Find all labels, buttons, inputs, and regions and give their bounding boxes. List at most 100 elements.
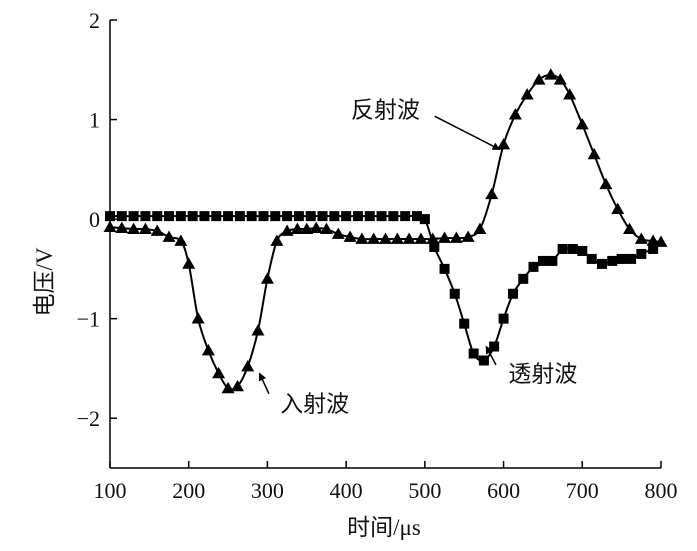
square-marker	[187, 211, 198, 222]
x-tick-label: 600	[487, 478, 520, 503]
square-marker	[199, 211, 210, 222]
triangle-marker	[553, 73, 567, 85]
square-marker	[329, 211, 340, 222]
square-marker	[478, 355, 489, 366]
square-marker	[305, 211, 316, 222]
square-marker	[459, 318, 470, 329]
triangle-marker	[212, 366, 226, 379]
triangle-marker	[508, 108, 522, 120]
triangle-marker	[191, 312, 205, 324]
annotation-arrow	[258, 372, 270, 395]
triangle-marker	[532, 73, 546, 85]
triangle-marker	[367, 232, 381, 244]
x-tick-label: 800	[645, 478, 678, 503]
square-marker	[211, 211, 222, 222]
square-marker	[547, 255, 558, 266]
ticks: 100 200 300 400 500 600 700 800 2 1 0 −1 −2	[77, 8, 678, 503]
square-marker	[364, 211, 375, 222]
square-marker	[577, 245, 588, 256]
square-marker	[626, 253, 637, 264]
axes	[109, 20, 661, 469]
square-marker	[140, 211, 151, 222]
triangle-marker	[127, 222, 141, 234]
square-marker	[508, 288, 519, 299]
x-tick-label: 100	[94, 478, 127, 503]
y-tick-label: −2	[77, 406, 100, 431]
triangle-marker	[309, 221, 323, 233]
x-tick-label: 300	[251, 478, 284, 503]
triangle-marker	[379, 232, 392, 244]
series-2-line	[110, 214, 654, 362]
square-marker	[282, 211, 293, 222]
square-marker	[518, 273, 529, 284]
y-tick-label: 0	[89, 207, 100, 232]
square-marker	[376, 211, 387, 222]
square-marker	[528, 261, 539, 272]
square-marker	[164, 211, 175, 222]
series-layer	[103, 68, 668, 394]
triangle-marker	[611, 202, 625, 215]
triangle-marker	[414, 232, 428, 244]
triangle-marker	[103, 220, 117, 232]
triangle-marker	[343, 230, 357, 242]
triangle-marker	[426, 232, 440, 244]
triangle-marker	[646, 234, 660, 246]
triangle-marker	[438, 231, 452, 243]
square-marker	[498, 313, 509, 324]
x-tick-label: 700	[566, 478, 599, 503]
square-marker	[489, 341, 500, 352]
triangle-marker	[270, 234, 284, 246]
annotation-arrow	[434, 115, 501, 151]
triangle-marker	[115, 221, 129, 233]
square-marker	[223, 211, 234, 222]
triangle-marker	[174, 234, 188, 246]
square-marker	[175, 211, 186, 222]
square-marker	[439, 263, 450, 274]
square-marker	[258, 211, 269, 222]
square-marker	[636, 248, 647, 259]
square-marker	[607, 255, 618, 266]
triangle-marker	[634, 232, 648, 244]
square-marker	[128, 211, 139, 222]
triangle-marker	[485, 187, 499, 200]
triangle-marker	[138, 222, 152, 234]
triangle-marker	[251, 324, 265, 336]
square-marker	[317, 211, 328, 222]
y-tick-label: 1	[89, 108, 100, 133]
triangle-marker	[390, 232, 404, 244]
square-marker	[468, 348, 479, 359]
triangle-marker	[221, 381, 235, 394]
triangle-marker	[231, 379, 245, 392]
square-marker	[270, 211, 281, 222]
triangle-marker	[497, 137, 511, 150]
y-axis-title: 电压/V	[32, 247, 57, 316]
square-marker	[586, 253, 597, 264]
triangle-marker	[544, 68, 558, 80]
triangle-marker	[319, 222, 333, 234]
square-marker	[152, 211, 163, 222]
square-marker	[429, 241, 440, 252]
triangle-marker	[201, 344, 215, 356]
triangle-marker	[280, 224, 294, 236]
square-marker	[648, 243, 659, 254]
triangle-marker	[182, 257, 196, 269]
triangle-marker	[355, 232, 369, 244]
square-marker	[341, 211, 352, 222]
annotation-label: 反射波	[351, 98, 420, 123]
square-marker	[246, 211, 257, 222]
square-marker	[234, 211, 245, 222]
triangle-marker	[241, 359, 255, 372]
square-marker	[419, 214, 430, 225]
x-tick-label: 500	[408, 478, 441, 503]
square-marker	[400, 211, 411, 222]
x-axis-title: 时间/μs	[347, 515, 421, 540]
x-tick-label: 400	[330, 478, 363, 503]
square-marker	[449, 288, 460, 299]
triangle-marker	[162, 230, 176, 242]
annotation-label: 透射波	[508, 361, 577, 386]
triangle-marker	[473, 222, 487, 234]
triangle-marker	[300, 222, 314, 234]
square-marker	[616, 253, 627, 264]
square-marker	[116, 211, 127, 222]
